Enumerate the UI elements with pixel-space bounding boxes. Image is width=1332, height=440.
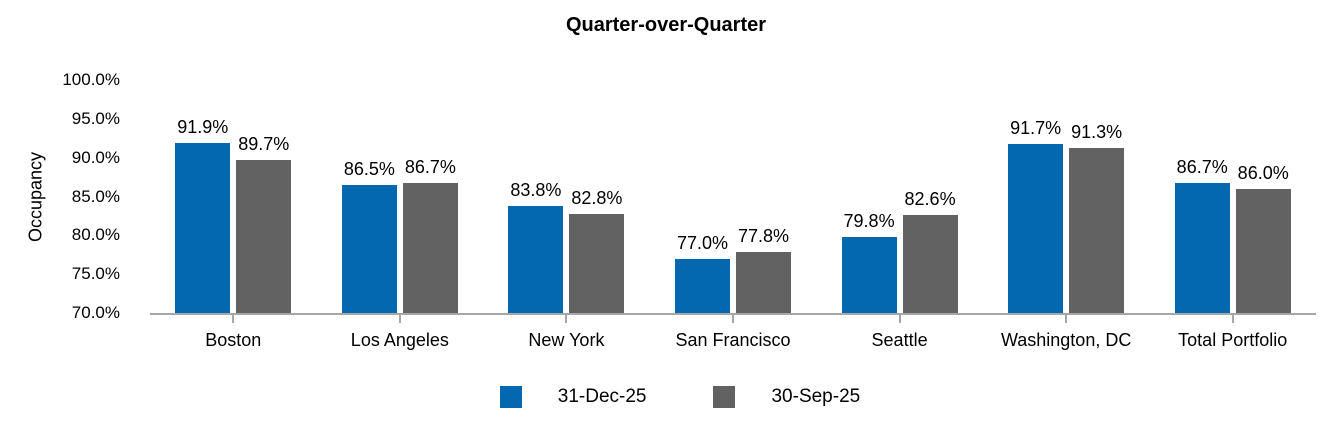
bar-boston-30-sep-25: [236, 160, 292, 313]
x-axis-tick: [898, 315, 901, 323]
y-tick-label-900: 90.0%: [71, 147, 120, 167]
value-label-new-york-30-sep-25: 82.8%: [571, 187, 623, 208]
value-label-los-angeles-30-sep-25: 86.7%: [404, 157, 456, 178]
legend-label-31-dec-25: 31-Dec-25: [557, 386, 647, 407]
y-tick-label-1000: 100.0%: [62, 70, 120, 89]
x-axis-tick: [565, 315, 568, 323]
value-label-total-portfolio-30-sep-25: 86.0%: [1237, 162, 1289, 183]
y-tick-label-700: 70.0%: [71, 303, 120, 322]
x-axis-tick: [732, 315, 734, 323]
x-axis-tick: [232, 315, 235, 323]
bar-san-francisco-30-sep-25: [736, 252, 791, 313]
value-label-san-francisco-30-sep-25: 77.8%: [737, 226, 790, 247]
value-label-seattle-30-sep-25: 82.6%: [904, 189, 956, 210]
bar-los-angeles-30-sep-25: [402, 183, 458, 313]
value-label-los-angeles-31-dec-25: 86.5%: [343, 158, 395, 179]
value-label-boston-31-dec-25: 91.9%: [177, 116, 229, 137]
bar-san-francisco-31-dec-25: [675, 258, 730, 313]
legend-item-30-sep-25: 30-Sep-25: [713, 386, 860, 408]
x-axis-tick: [398, 315, 401, 323]
value-label-washington-dc-30-sep-25: 91.3%: [1071, 121, 1123, 142]
value-label-seattle-31-dec-25: 79.8%: [843, 210, 895, 231]
legend-swatch-31-dec-25: [499, 386, 522, 408]
bar-washington-dc-31-dec-25: [1008, 144, 1064, 313]
legend-item-31-dec-25: 31-Dec-25: [499, 386, 647, 408]
x-axis-tick: [1065, 315, 1068, 323]
legend-swatch-30-sep-25: [713, 386, 736, 408]
value-label-washington-dc-31-dec-25: 91.7%: [1010, 118, 1062, 139]
x-category-label-total-portfolio: Total Portfolio: [1178, 330, 1288, 350]
x-axis-tick: [1231, 315, 1234, 323]
x-category-label-los-angeles: Los Angeles: [350, 330, 449, 350]
y-tick-label-850: 85.0%: [71, 186, 120, 206]
y-tick-label-950: 95.0%: [71, 108, 120, 128]
bar-seattle-31-dec-25: [841, 236, 897, 313]
plot-area: 91.9% 89.7% 86.5% 86.7% 83.8% 82.8% 77.0% 77.8%…: [150, 80, 1316, 315]
bar-seattle-30-sep-25: [902, 215, 958, 313]
x-category-label-boston: Boston: [205, 330, 262, 350]
legend-label-30-sep-25: 30-Sep-25: [771, 386, 861, 407]
bar-boston-31-dec-25: [175, 142, 231, 313]
bar-los-angeles-31-dec-25: [341, 184, 397, 313]
legend: 31-Dec-25 30-Sep-25: [0, 386, 1332, 408]
value-label-total-portfolio-31-dec-25: 86.7%: [1176, 157, 1228, 178]
x-category-label-seattle: Seattle: [871, 330, 928, 350]
x-category-label-new-york: New York: [528, 330, 605, 350]
bar-total-portfolio-30-sep-25: [1235, 188, 1291, 313]
y-tick-label-800: 80.0%: [71, 225, 120, 245]
chart-title: Quarter-over-Quarter: [565, 14, 767, 36]
bar-new-york-31-dec-25: [508, 205, 564, 313]
value-label-boston-30-sep-25: 89.7%: [238, 134, 290, 154]
value-label-san-francisco-31-dec-25: 77.0%: [676, 232, 729, 253]
x-category-label-washington-dc: Washington, DC: [1000, 330, 1132, 350]
value-label-new-york-31-dec-25: 83.8%: [510, 179, 562, 200]
x-category-label-san-francisco: San Francisco: [675, 330, 791, 350]
y-tick-label-750: 75.0%: [71, 264, 120, 284]
bar-new-york-30-sep-25: [569, 213, 625, 313]
bar-washington-dc-30-sep-25: [1069, 147, 1125, 313]
bar-total-portfolio-31-dec-25: [1174, 183, 1230, 313]
